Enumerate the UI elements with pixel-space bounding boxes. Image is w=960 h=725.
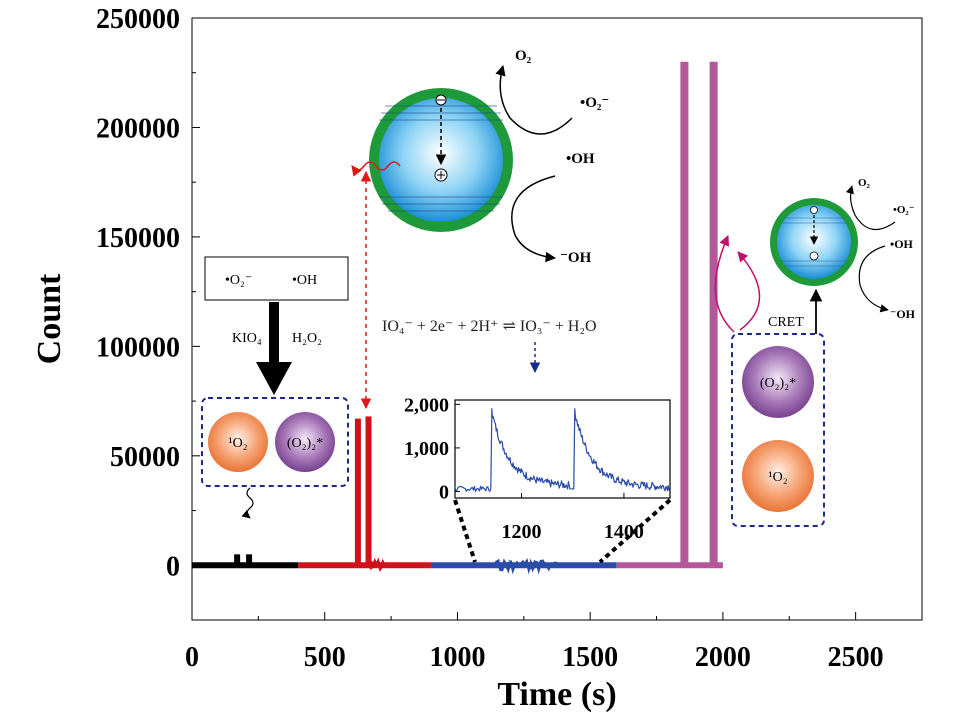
emitter-box-left bbox=[201, 397, 349, 487]
inset-trace bbox=[454, 408, 670, 493]
redox-equation: IO₄⁻ + 2e⁻ + 2H⁺ ⇌ IO₃⁻ + H₂O bbox=[382, 318, 597, 335]
plot-frame bbox=[191, 17, 923, 621]
singlet-oxygen-sphere-left bbox=[208, 412, 268, 472]
inset-plot: 1200 1400 0 1,000 2,000 bbox=[404, 394, 671, 543]
large-superoxide-label: •O₂⁻ bbox=[580, 95, 609, 111]
dimol-sphere-left bbox=[275, 412, 335, 472]
series-peak bbox=[365, 416, 372, 566]
small-superoxide-label: •O₂⁻ bbox=[893, 204, 915, 216]
singlet-oxygen-sphere-right bbox=[742, 440, 814, 512]
large-particle bbox=[369, 88, 513, 232]
x-tick-label: 1500 bbox=[562, 642, 618, 673]
series-group bbox=[192, 61, 723, 575]
dimol-label-right: (O₂)₂* bbox=[760, 376, 796, 391]
y-tick-label: 200000 bbox=[96, 113, 180, 144]
y-tick-label: 100000 bbox=[96, 332, 180, 363]
dimol-label-left: (O₂)₂* bbox=[287, 436, 323, 451]
inset-connector-left bbox=[453, 499, 477, 563]
inset-y-tick-label: 2,000 bbox=[404, 394, 449, 416]
series-peak bbox=[234, 554, 241, 566]
reagent-kio4: KIO₄ bbox=[232, 331, 262, 346]
x-tick-label: 500 bbox=[304, 642, 346, 673]
small-o2-arrow bbox=[845, 185, 896, 231]
reagent-h2o2: H₂O₂ bbox=[292, 331, 322, 346]
large-o2-arrow bbox=[495, 64, 573, 135]
small-hydroxyl-label: •OH bbox=[890, 237, 914, 251]
small-hydroxide-label: ⁻OH bbox=[890, 307, 916, 321]
dimol-sphere-right bbox=[742, 346, 814, 418]
small-oh-arrow bbox=[858, 245, 889, 313]
y-axis-title: Count bbox=[31, 273, 68, 364]
y-tick-label: 50000 bbox=[110, 442, 180, 473]
singlet-oxygen-label-left: ¹O₂ bbox=[228, 436, 247, 451]
y-tick-label: 150000 bbox=[96, 223, 180, 254]
series-noise bbox=[536, 561, 557, 575]
y-axis: 0 50000 100000 150000 200000 250000 bbox=[96, 4, 200, 582]
inset-y-tick-label: 0 bbox=[439, 481, 449, 503]
box-hydroxyl: •OH bbox=[292, 273, 317, 288]
inset-y-tick-label: 1,000 bbox=[404, 438, 449, 460]
small-particle bbox=[770, 198, 858, 286]
cret-label: CRET bbox=[768, 315, 804, 330]
inset-connector-right bbox=[598, 498, 672, 564]
series-peak bbox=[709, 61, 718, 566]
small-o2-label: O₂ bbox=[858, 177, 871, 189]
x-tick-label: 1000 bbox=[429, 642, 485, 673]
radical-box bbox=[204, 256, 349, 301]
large-hydroxyl-label: •OH bbox=[566, 151, 595, 167]
series-peak bbox=[246, 554, 253, 566]
large-oh-arrow bbox=[511, 175, 557, 263]
series-peak bbox=[680, 61, 689, 566]
large-o2-label: O₂ bbox=[515, 48, 532, 64]
box-superoxide: •O₂⁻ bbox=[225, 273, 252, 288]
big-down-arrow bbox=[256, 302, 292, 395]
x-axis: 0 500 1000 1500 2000 2500 bbox=[185, 612, 884, 673]
y-tick-label: 250000 bbox=[96, 4, 180, 35]
large-hydroxide-label: ⁻OH bbox=[560, 250, 592, 266]
x-tick-label: 0 bbox=[185, 642, 199, 673]
series-noise bbox=[504, 559, 527, 575]
large-emission-wave bbox=[351, 161, 401, 177]
emission-squiggle-left bbox=[241, 487, 254, 519]
inset-x-tick-label: 1400 bbox=[604, 521, 644, 543]
series-noise bbox=[366, 557, 388, 571]
singlet-oxygen-label-right: ¹O₂ bbox=[768, 470, 787, 485]
series-peak bbox=[354, 418, 361, 566]
x-axis-title: Time (s) bbox=[497, 676, 616, 713]
magenta-arrow-inner bbox=[737, 251, 761, 331]
emitter-box-right bbox=[731, 333, 825, 527]
inset-x-tick-label: 1200 bbox=[502, 521, 542, 543]
y-tick-label: 0 bbox=[166, 551, 180, 582]
x-tick-label: 2500 bbox=[828, 642, 884, 673]
x-tick-label: 2000 bbox=[695, 642, 751, 673]
magenta-arrow-outer bbox=[714, 235, 735, 333]
